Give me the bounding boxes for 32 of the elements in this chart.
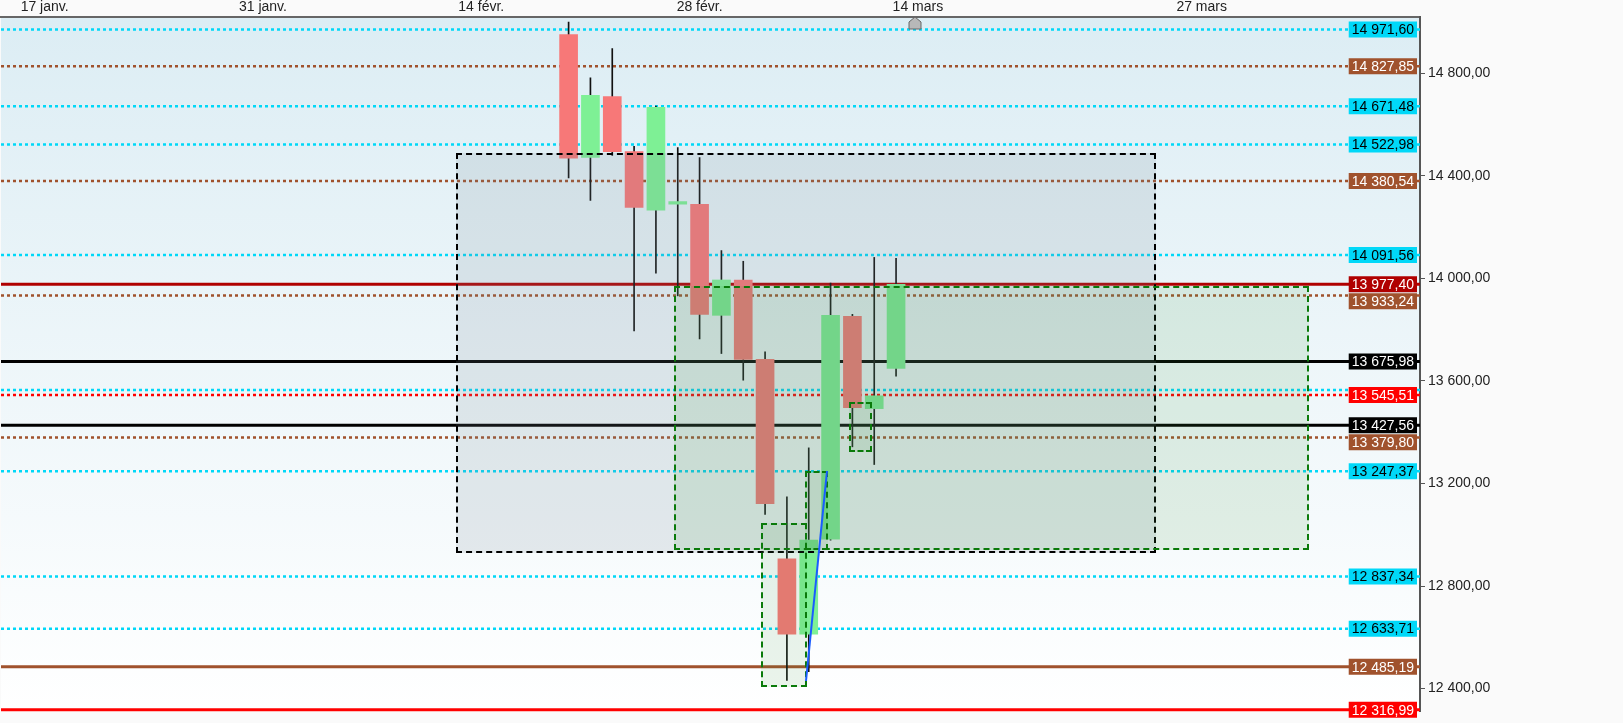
x-tick-label: 14 mars [892, 0, 944, 15]
ref-line-label: 14 091,56 [1351, 246, 1415, 263]
ref-line-label: 12 316,99 [1351, 701, 1415, 718]
y-tick-label: 13 600,00 [1428, 371, 1491, 388]
candlestick [668, 147, 688, 297]
ref-line-label: 13 933,24 [1351, 293, 1415, 310]
ref-line-label: 14 827,85 [1351, 58, 1415, 75]
candlestick [864, 257, 884, 465]
x-tick-label: 17 janv. [20, 0, 69, 15]
ref-line-label: 14 971,60 [1351, 21, 1415, 38]
y-tick-label: 14 400,00 [1428, 166, 1491, 183]
y-tick-label: 14 800,00 [1428, 64, 1491, 81]
ref-line-label: 13 545,51 [1351, 386, 1415, 403]
ref-line-label: 13 427,56 [1351, 417, 1415, 434]
x-tick-label: 28 févr. [676, 0, 723, 15]
ref-line-label: 12 633,71 [1351, 620, 1415, 637]
ref-line-label: 13 247,37 [1351, 463, 1415, 480]
ref-line-label: 12 837,34 [1351, 568, 1415, 585]
x-tick-label: 14 févr. [458, 0, 505, 15]
ref-line-label: 13 675,98 [1351, 353, 1415, 370]
ref-line-label: 14 671,48 [1351, 98, 1415, 115]
y-tick-label: 12 800,00 [1428, 576, 1491, 593]
y-tick-label: 12 400,00 [1428, 679, 1491, 696]
ref-line-label: 12 485,19 [1351, 658, 1415, 675]
ref-line-label: 13 379,80 [1351, 434, 1415, 451]
ref-line-label: 14 522,98 [1351, 136, 1415, 153]
ref-line-label: 14 380,54 [1351, 172, 1415, 189]
y-tick-label: 13 200,00 [1428, 474, 1491, 491]
x-tick-label: 27 mars [1176, 0, 1227, 15]
x-tick-label: 31 janv. [238, 0, 287, 15]
ref-line-label: 13 977,40 [1351, 276, 1415, 293]
y-tick-label: 14 000,00 [1428, 269, 1491, 286]
